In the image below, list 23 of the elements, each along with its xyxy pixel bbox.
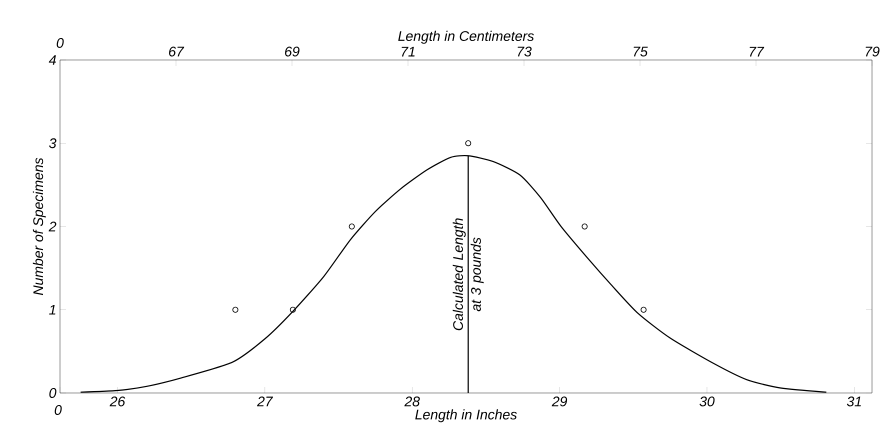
x-axis-title: Length in Inches [415, 409, 517, 422]
x2-tick-label: 75 [634, 46, 648, 56]
x2-tick-label: 67 [169, 46, 184, 56]
x-tick-label: 28 [404, 396, 420, 406]
x2-tick-label: 77 [750, 46, 764, 56]
x-tick-label: 29 [552, 396, 568, 406]
y-tick-label: 4 [48, 55, 56, 65]
y-tick-label: 1 [49, 304, 56, 315]
x-tick-label: 31 [846, 396, 861, 406]
y-tick-label: 0 [49, 388, 56, 398]
ref-line-label: Calculated Length at 3 pounds [452, 218, 484, 330]
y-tick-label: 2 [48, 222, 56, 232]
x-tick-label: 30 [700, 396, 715, 406]
x2-tick-label: 71 [402, 46, 415, 56]
x2-tick-label: 79 [866, 46, 880, 56]
x2-tick-label: 73 [518, 46, 532, 56]
text: 0 [56, 38, 64, 48]
x2-tick-label: 69 [285, 46, 300, 56]
x2-axis-title: Length in Centimeters [398, 30, 534, 44]
y-axis-title: Number of Specimens [32, 158, 46, 296]
x-tick-label: 26 [110, 396, 126, 406]
y-tick-label: 3 [49, 138, 56, 148]
x-tick-label: 27 [257, 396, 274, 406]
